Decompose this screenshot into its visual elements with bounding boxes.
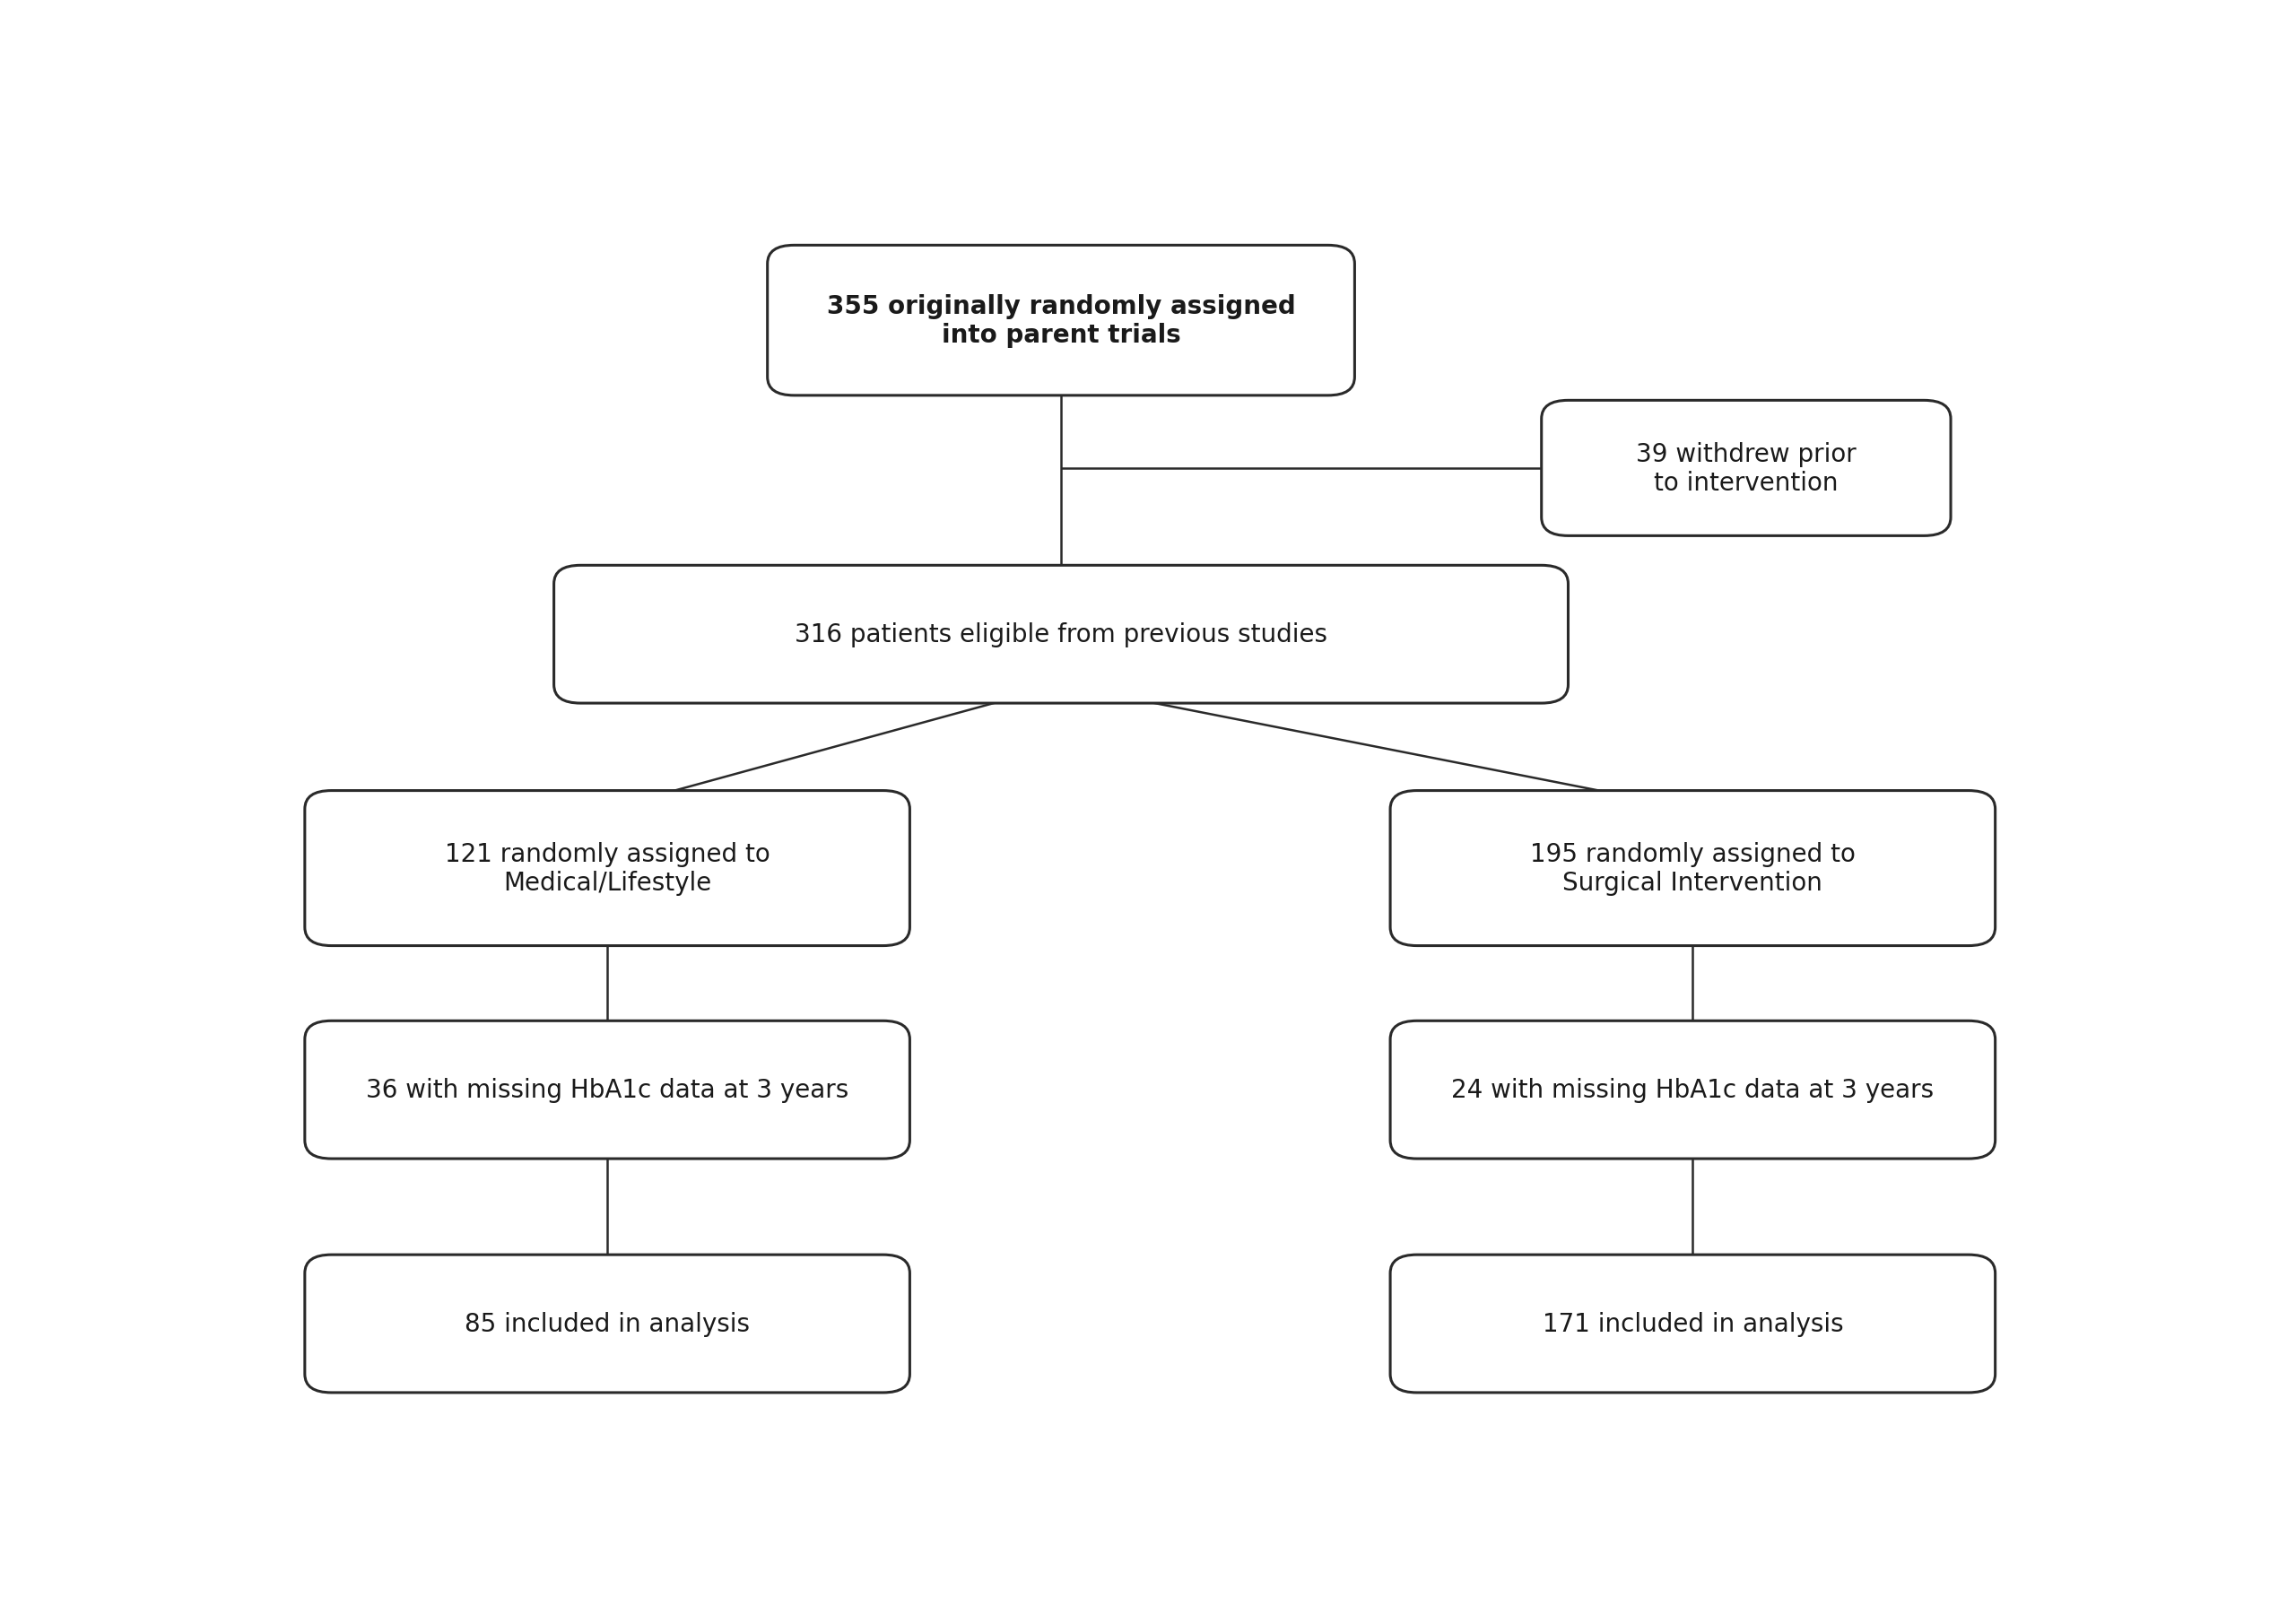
FancyBboxPatch shape xyxy=(1541,401,1952,537)
Text: 195 randomly assigned to
Surgical Intervention: 195 randomly assigned to Surgical Interv… xyxy=(1529,842,1855,895)
Text: 171 included in analysis: 171 included in analysis xyxy=(1543,1312,1844,1336)
FancyBboxPatch shape xyxy=(305,1021,909,1159)
FancyBboxPatch shape xyxy=(553,566,1568,703)
Text: 316 patients eligible from previous studies: 316 patients eligible from previous stud… xyxy=(794,622,1327,647)
Text: 85 included in analysis: 85 included in analysis xyxy=(464,1312,751,1336)
FancyBboxPatch shape xyxy=(1391,1021,1995,1159)
Text: 355 originally randomly assigned
into parent trials: 355 originally randomly assigned into pa… xyxy=(827,294,1295,348)
FancyBboxPatch shape xyxy=(1391,791,1995,946)
Text: 121 randomly assigned to
Medical/Lifestyle: 121 randomly assigned to Medical/Lifesty… xyxy=(445,842,769,895)
Text: 36 with missing HbA1c data at 3 years: 36 with missing HbA1c data at 3 years xyxy=(365,1077,850,1103)
FancyBboxPatch shape xyxy=(305,1254,909,1393)
Text: 24 with missing HbA1c data at 3 years: 24 with missing HbA1c data at 3 years xyxy=(1451,1077,1933,1103)
FancyBboxPatch shape xyxy=(305,791,909,946)
Text: 39 withdrew prior
to intervention: 39 withdrew prior to intervention xyxy=(1637,441,1855,495)
FancyBboxPatch shape xyxy=(767,246,1355,396)
FancyBboxPatch shape xyxy=(1391,1254,1995,1393)
